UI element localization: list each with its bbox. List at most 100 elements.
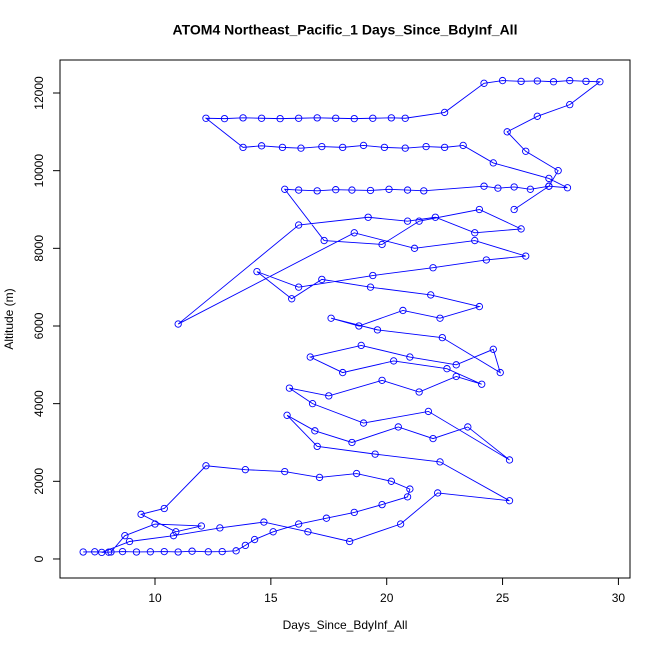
data-point <box>348 186 356 194</box>
data-point <box>125 537 134 546</box>
data-point <box>339 368 347 377</box>
data-point <box>522 147 530 155</box>
data-point <box>332 114 340 122</box>
data-point <box>554 167 562 175</box>
data-point <box>371 450 379 458</box>
data-point <box>385 185 393 193</box>
data-point <box>436 314 444 322</box>
x-axis-label: Days_Since_BdyInf_All <box>283 618 408 632</box>
data-point <box>510 205 518 214</box>
data-point <box>260 518 268 526</box>
data-point <box>475 205 484 214</box>
data-point <box>424 407 433 416</box>
y-tick-label: 12000 <box>32 76 46 110</box>
data-point <box>197 522 205 530</box>
data-point <box>496 368 504 377</box>
data-point <box>250 535 259 544</box>
data-point <box>320 236 328 245</box>
data-point <box>105 548 113 556</box>
data-point <box>438 333 446 342</box>
data-point <box>431 213 440 221</box>
data-point <box>452 361 460 369</box>
data-point <box>359 141 368 150</box>
data-point <box>350 229 358 237</box>
data-point <box>596 78 604 86</box>
data-point <box>434 489 442 497</box>
data-point <box>480 79 488 87</box>
data-point <box>160 547 168 556</box>
data-point <box>297 144 305 152</box>
data-point <box>295 186 303 194</box>
data-point <box>387 114 395 122</box>
data-point <box>387 477 395 485</box>
data-point <box>350 114 358 123</box>
data-point <box>339 143 347 152</box>
data-point <box>406 485 414 493</box>
data-point <box>378 376 386 385</box>
data-point <box>489 345 497 353</box>
data-point <box>313 442 321 451</box>
data-point <box>241 541 250 550</box>
data-point <box>429 434 437 443</box>
data-point <box>422 142 430 151</box>
data-point <box>545 174 553 183</box>
x-tick-label: 10 <box>148 591 162 605</box>
data-point <box>174 320 182 328</box>
data-point <box>202 462 210 470</box>
y-tick-label: 10000 <box>32 154 46 188</box>
data-point <box>118 547 127 556</box>
data-point <box>220 114 229 123</box>
data-point <box>308 400 317 408</box>
data-point <box>566 76 574 85</box>
data-point <box>503 128 511 136</box>
data-point <box>517 225 525 233</box>
data-point <box>276 114 284 123</box>
data-point <box>311 427 319 435</box>
data-point <box>498 76 507 85</box>
data-point <box>352 469 361 478</box>
x-tick-label: 20 <box>380 591 394 605</box>
data-point <box>218 547 226 556</box>
x-tick-label: 30 <box>612 591 626 605</box>
data-point <box>440 108 449 117</box>
data-point <box>399 306 407 315</box>
data-point <box>239 143 247 152</box>
data-point <box>459 141 467 150</box>
data-point <box>359 419 368 427</box>
data-point <box>443 365 451 373</box>
data-point <box>545 182 553 190</box>
data-point <box>471 236 479 245</box>
data-point <box>478 380 486 388</box>
data-point <box>480 182 488 190</box>
data-point <box>563 184 572 192</box>
data-point <box>378 500 386 509</box>
data-point <box>396 520 405 528</box>
data-point <box>285 384 294 392</box>
data-point <box>415 217 423 225</box>
data-point <box>241 466 250 474</box>
data-point <box>188 547 196 555</box>
data-point <box>295 114 303 122</box>
data-point <box>420 187 428 195</box>
data-point <box>295 221 303 229</box>
chart-title: ATOM4 Northeast_Pacific_1 Days_Since_Bdy… <box>173 22 518 38</box>
data-point <box>348 438 356 447</box>
data-point <box>369 114 377 122</box>
data-point <box>325 392 333 400</box>
data-point <box>313 114 321 122</box>
data-point <box>107 548 115 556</box>
data-point <box>327 314 335 322</box>
data-point <box>526 185 535 193</box>
data-line <box>83 80 602 553</box>
data-point <box>533 77 541 85</box>
data-point <box>549 78 558 86</box>
data-point <box>313 187 321 195</box>
data-point <box>283 411 291 419</box>
data-point <box>132 548 141 556</box>
data-point <box>582 77 590 86</box>
y-tick-label: 4000 <box>32 390 46 417</box>
data-point <box>364 213 372 221</box>
data-point <box>415 388 423 396</box>
data-point <box>403 186 412 194</box>
